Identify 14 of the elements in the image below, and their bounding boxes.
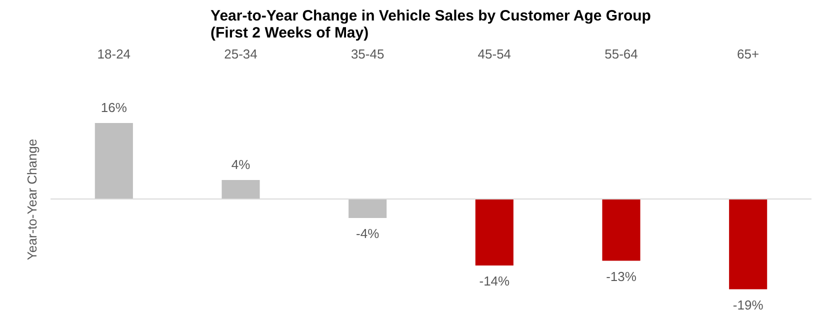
- data-label: 4%: [231, 157, 251, 172]
- data-label: -19%: [732, 297, 764, 312]
- x-tick-label: 65+: [737, 46, 760, 62]
- chart-title: Year-to-Year Change in Vehicle Sales by Customer Age Group (First 2 Weeks of May): [210, 8, 651, 42]
- data-label: 16%: [100, 100, 128, 116]
- x-tick-label: 55-64: [604, 46, 638, 62]
- data-label: -13%: [606, 268, 637, 284]
- x-tick-label: 25-34: [224, 46, 258, 62]
- y-axis-title: Year-to-Year Change: [24, 138, 40, 260]
- x-tick-label: 18-24: [97, 46, 131, 62]
- x-tick-label: 35-45: [350, 46, 384, 62]
- data-label: -14%: [479, 274, 510, 289]
- x-tick-label: 45-54: [478, 46, 512, 62]
- data-label: -4%: [356, 226, 380, 242]
